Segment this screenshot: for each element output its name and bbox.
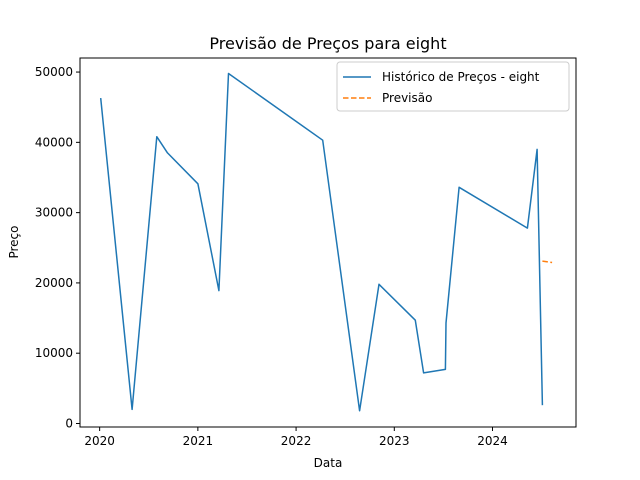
y-tick-label: 40000 xyxy=(35,135,73,149)
plot-area xyxy=(99,72,553,412)
x-axis-title: Data xyxy=(314,456,343,470)
legend-label-forecast: Previsão xyxy=(382,91,432,105)
y-axis-title: Preço xyxy=(7,225,21,258)
y-axis: 0 10000 20000 30000 40000 50000 xyxy=(35,65,80,430)
y-tick-label: 30000 xyxy=(35,206,73,220)
chart-title: Previsão de Preços para eight xyxy=(209,34,446,53)
legend-box xyxy=(336,61,570,112)
x-tick-label: 2021 xyxy=(183,434,214,448)
y-tick-label: 0 xyxy=(65,416,73,430)
x-axis: 2020 2021 2022 2023 2024 xyxy=(84,427,508,448)
legend-label-history: Histórico de Preços - eight xyxy=(382,70,540,84)
y-tick-label: 20000 xyxy=(35,276,73,290)
series-line-1 xyxy=(542,260,553,264)
series-line-0 xyxy=(99,72,544,412)
x-tick-label: 2020 xyxy=(84,434,115,448)
x-tick-label: 2024 xyxy=(477,434,508,448)
axes-frame xyxy=(79,57,577,428)
y-tick-label: 10000 xyxy=(35,346,73,360)
y-tick-label: 50000 xyxy=(35,65,73,79)
x-tick-label: 2023 xyxy=(379,434,410,448)
legend: Histórico de Preços - eight Previsão xyxy=(336,61,570,112)
x-tick-label: 2022 xyxy=(281,434,312,448)
